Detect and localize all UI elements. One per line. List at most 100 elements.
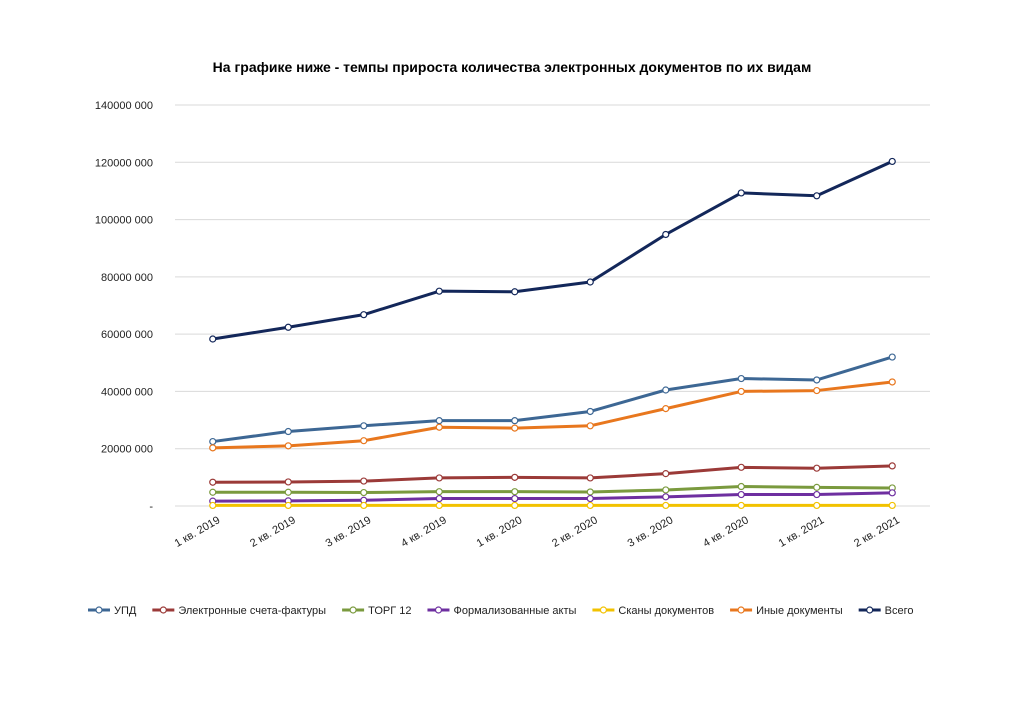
y-tick-label: - <box>149 501 153 513</box>
series-0 <box>209 353 896 446</box>
data-point <box>284 488 292 496</box>
data-point <box>586 494 594 503</box>
data-point <box>888 501 896 510</box>
data-point <box>888 157 896 166</box>
legend-label: Иные документы <box>756 605 843 617</box>
legend-item: Сканы документов <box>592 605 714 617</box>
x-tick-label: 4 кв. 2019 <box>399 514 449 550</box>
series-line <box>212 355 893 444</box>
legend-swatch-marker <box>737 606 745 614</box>
series-3 <box>209 489 896 505</box>
legend-item: Всего <box>858 605 914 617</box>
data-point <box>813 192 821 200</box>
series-4 <box>209 501 896 510</box>
data-point <box>511 488 519 496</box>
data-point <box>435 488 443 496</box>
data-point <box>360 501 368 510</box>
x-tick-label: 1 кв. 2021 <box>777 514 827 550</box>
data-point <box>511 501 519 510</box>
x-tick-label: 2 кв. 2019 <box>248 514 298 550</box>
data-point <box>360 488 368 497</box>
data-point <box>586 501 594 510</box>
legend-label: ТОРГ 12 <box>368 605 411 617</box>
data-point <box>435 494 443 503</box>
data-point <box>284 501 292 510</box>
legend-swatch-marker <box>434 606 443 614</box>
data-point <box>209 478 217 486</box>
data-point <box>284 427 292 436</box>
legend-label: Всего <box>885 605 914 617</box>
data-point <box>813 464 821 472</box>
x-tick-label: 1 кв. 2020 <box>475 514 525 550</box>
x-tick-label: 1 кв. 2019 <box>173 514 223 550</box>
legend-swatch-marker <box>349 606 357 614</box>
data-point <box>888 489 896 497</box>
data-point <box>662 405 670 413</box>
series-6 <box>209 157 896 343</box>
y-tick-label: 60000 000 <box>101 329 153 341</box>
y-tick-label: 20000 000 <box>101 444 153 456</box>
series-line <box>212 464 893 484</box>
data-point <box>662 386 670 394</box>
data-point <box>662 486 670 494</box>
data-point <box>435 423 443 431</box>
data-point <box>586 422 594 430</box>
y-tick-label: 140000 000 <box>95 100 153 112</box>
data-point <box>662 493 670 501</box>
x-tick-label: 2 кв. 2021 <box>852 514 902 550</box>
data-point <box>511 473 519 481</box>
data-point <box>360 422 368 430</box>
data-point <box>360 437 368 445</box>
x-tick-label: 2 кв. 2020 <box>550 514 600 550</box>
series-5 <box>209 378 896 452</box>
grid <box>175 104 930 507</box>
x-tick-label: 3 кв. 2019 <box>324 514 374 550</box>
legend-label: Электронные счета-фактуры <box>178 605 326 617</box>
data-point <box>209 501 217 510</box>
legend: УПД Электронные счета-фактуры ТОРГ 12 Форма… <box>88 605 914 617</box>
data-point <box>662 230 670 239</box>
legend-item: Формализованные акты <box>427 605 577 617</box>
data-point <box>662 501 670 510</box>
x-tick-label: 3 кв. 2020 <box>626 514 676 550</box>
x-axis-ticks: 1 кв. 2019 2 кв. 2019 3 кв. 2019 4 кв. 2019… <box>173 514 902 550</box>
data-point <box>360 477 368 485</box>
data-point <box>737 482 745 491</box>
series-line <box>212 491 893 503</box>
y-axis-ticks: - 20000 000 40000 000 60000 000 80000 000 100… <box>95 100 153 513</box>
series-line <box>212 485 893 495</box>
data-point <box>737 189 745 197</box>
data-point <box>737 463 745 471</box>
data-point <box>813 386 821 395</box>
data-point <box>813 376 821 384</box>
data-point <box>511 424 519 432</box>
data-point <box>435 501 443 510</box>
data-point <box>511 417 519 425</box>
data-point <box>888 353 896 361</box>
legend-swatch-marker <box>159 606 167 614</box>
y-tick-label: 120000 000 <box>95 157 153 169</box>
legend-swatch-marker <box>599 606 608 614</box>
legend-label: Сканы документов <box>618 605 714 617</box>
data-point <box>737 374 745 383</box>
data-point <box>284 323 292 331</box>
data-point <box>888 378 896 386</box>
data-point <box>813 483 821 491</box>
legend-item: Иные документы <box>730 605 843 617</box>
data-point <box>586 407 594 416</box>
data-point <box>435 287 443 295</box>
data-point <box>284 478 292 486</box>
y-tick-label: 40000 000 <box>101 386 153 398</box>
legend-label: УПД <box>114 605 137 617</box>
data-point <box>360 311 368 319</box>
legend-label: Формализованные акты <box>453 605 576 617</box>
data-point <box>586 488 594 496</box>
data-point <box>813 501 821 510</box>
x-tick-label: 4 кв. 2020 <box>701 514 751 550</box>
data-point <box>435 417 443 425</box>
data-point <box>209 335 217 343</box>
series-line <box>212 160 893 341</box>
legend-item: УПД <box>88 605 137 617</box>
data-point <box>586 278 594 286</box>
data-point <box>888 462 896 470</box>
